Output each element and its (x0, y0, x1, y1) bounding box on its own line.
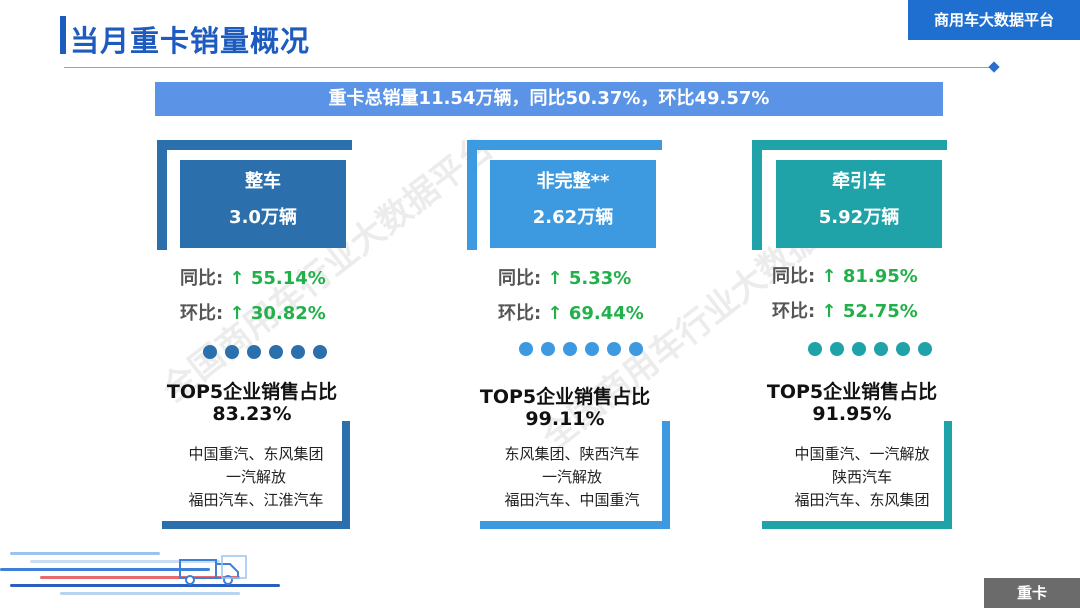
yoy-label: 同比: (498, 268, 542, 289)
yoy-value: ↑ 55.14% (229, 268, 326, 289)
yoy-row: 同比: ↑ 55.14% (180, 264, 326, 290)
dot (629, 342, 643, 356)
dot (808, 342, 822, 356)
company-list-frame (762, 421, 952, 529)
dot (563, 342, 577, 356)
dot (541, 342, 555, 356)
company-line: 陕西汽车 (831, 468, 892, 486)
company-line: 中国重汽、东风集团 (188, 445, 324, 463)
mom-row: 环比: ↑ 69.44% (498, 299, 644, 325)
top5-percentage: 91.95% (812, 403, 892, 425)
dot (519, 342, 533, 356)
company-line: 中国重汽、一汽解放 (794, 445, 930, 463)
dot (585, 342, 599, 356)
dot (918, 342, 932, 356)
card-frame-feiwanzheng (467, 140, 662, 250)
dot (291, 345, 305, 359)
yoy-row: 同比: ↑ 81.95% (772, 262, 918, 288)
page-title: 当月重卡销量概况 (70, 24, 311, 58)
dot-row (519, 342, 643, 356)
card-value: 2.62万辆 (532, 207, 614, 228)
title-accent-bar (60, 16, 66, 54)
card-value: 3.0万辆 (229, 207, 297, 228)
mom-label: 环比: (498, 303, 542, 324)
divider-end-diamond (988, 61, 1000, 73)
dot (830, 342, 844, 356)
mom-value: ↑ 30.82% (229, 303, 326, 324)
speed-lines-decoration (0, 548, 290, 598)
card-feiwanzheng: 非完整** 2.62万辆 (490, 160, 656, 248)
top5-title: TOP5企业销售占比 (166, 381, 338, 403)
company-list: 中国重汽、一汽解放 陕西汽车 福田汽车、东风集团 (778, 443, 946, 512)
company-list: 中国重汽、东风集团 一汽解放 福田汽车、江淮汽车 (172, 443, 340, 512)
dot (852, 342, 866, 356)
card-name: 非完整** (536, 171, 610, 192)
card-name: 牵引车 (832, 171, 886, 192)
top5-title: TOP5企业销售占比 (479, 386, 651, 408)
mom-row: 环比: ↑ 52.75% (772, 297, 918, 323)
footer-section-label: 重卡 (984, 578, 1080, 608)
dot (247, 345, 261, 359)
dot (313, 345, 327, 359)
company-line: 福田汽车、中国重汽 (504, 491, 640, 509)
mom-value: ↑ 52.75% (821, 301, 918, 322)
truck-icon (179, 555, 247, 585)
dot (607, 342, 621, 356)
company-list-frame (480, 421, 670, 529)
card-frame-zhengche (157, 140, 352, 250)
dot (896, 342, 910, 356)
yoy-label: 同比: (180, 268, 224, 289)
mom-row: 环比: ↑ 30.82% (180, 299, 326, 325)
top5-title: TOP5企业销售占比 (766, 381, 938, 403)
header-divider (64, 67, 994, 68)
card-name: 整车 (245, 171, 281, 192)
dot (269, 345, 283, 359)
yoy-value: ↑ 5.33% (547, 268, 632, 289)
company-line: 福田汽车、江淮汽车 (188, 491, 324, 509)
dot-row (203, 345, 327, 359)
company-line: 一汽解放 (541, 468, 602, 486)
top5-percentage: 99.11% (525, 408, 605, 430)
yoy-value: ↑ 81.95% (821, 266, 918, 287)
dot (225, 345, 239, 359)
company-line: 福田汽车、东风集团 (794, 491, 930, 509)
card-qianyinche: 牵引车 5.92万辆 (776, 160, 942, 248)
mom-value: ↑ 69.44% (547, 303, 644, 324)
company-line: 东风集团、陕西汽车 (504, 445, 640, 463)
mom-label: 环比: (180, 303, 224, 324)
card-frame-qianyinche (752, 140, 947, 250)
yoy-label: 同比: (772, 266, 816, 287)
dot (203, 345, 217, 359)
summary-banner: 重卡总销量11.54万辆，同比50.37%，环比49.57% (155, 82, 943, 116)
brand-badge: 商用车大数据平台 (908, 0, 1080, 40)
company-list-frame (162, 421, 350, 529)
card-value: 5.92万辆 (818, 207, 900, 228)
dot-row (808, 342, 932, 356)
company-line: 一汽解放 (225, 468, 286, 486)
mom-label: 环比: (772, 301, 816, 322)
dot (874, 342, 888, 356)
yoy-row: 同比: ↑ 5.33% (498, 264, 631, 290)
top5-percentage: 83.23% (212, 403, 292, 425)
card-zhengche: 整车 3.0万辆 (180, 160, 346, 248)
company-list: 东风集团、陕西汽车 一汽解放 福田汽车、中国重汽 (488, 443, 656, 512)
